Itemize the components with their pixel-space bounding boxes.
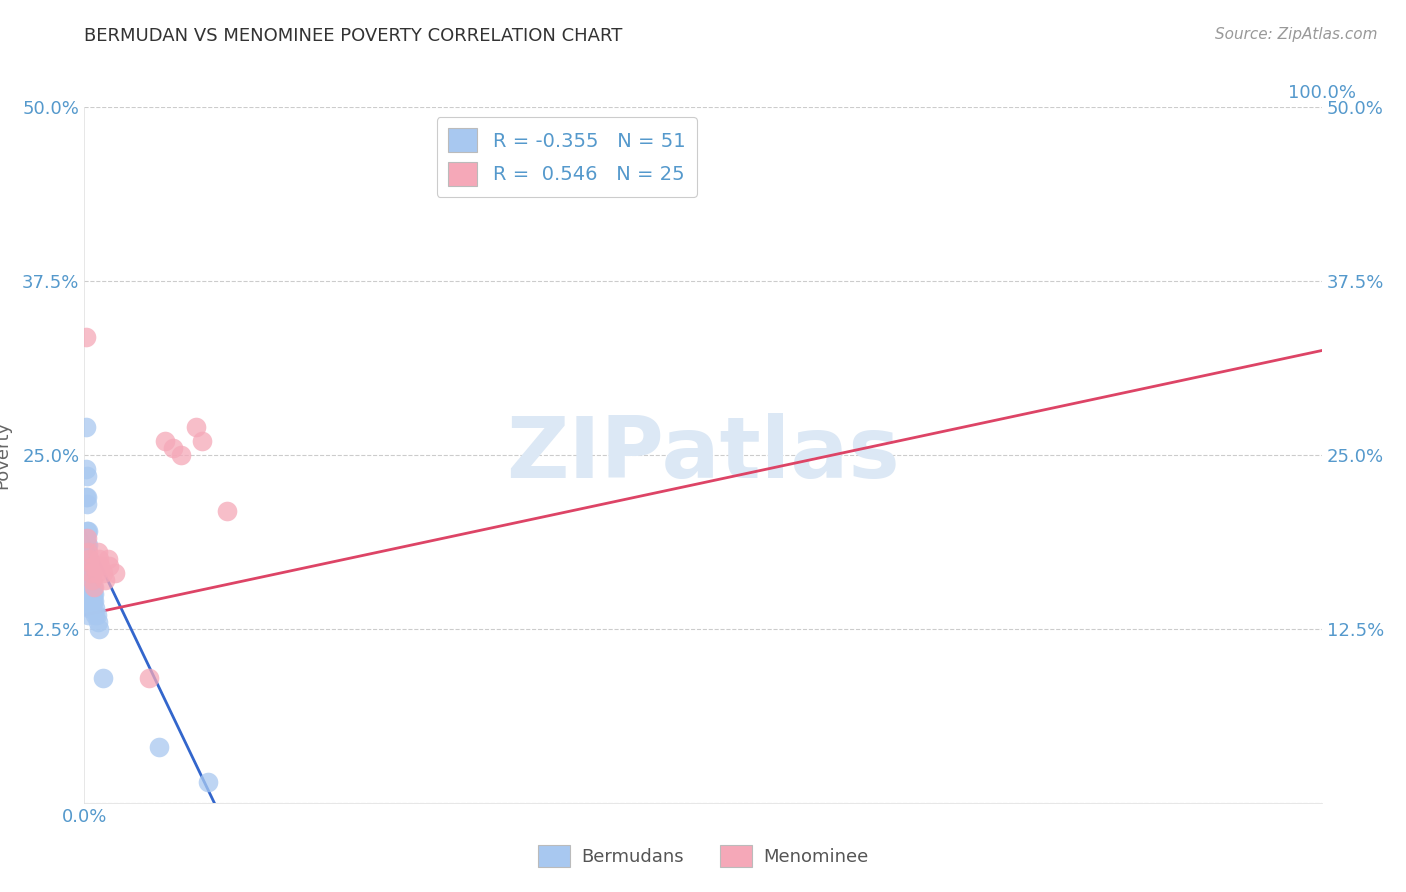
- Point: [84, 559, 107, 574]
- Point: [76, 559, 98, 574]
- Point: [76, 468, 98, 483]
- Point: [83, 594, 105, 608]
- Point: [77, 538, 100, 552]
- Point: [76, 524, 98, 539]
- Point: [89, 622, 111, 636]
- Point: [83, 580, 105, 594]
- Point: [86, 607, 108, 622]
- Point: [79, 580, 101, 594]
- Point: [76, 552, 98, 566]
- Text: Source: ZipAtlas.com: Source: ZipAtlas.com: [1215, 27, 1378, 42]
- Point: [153, 434, 176, 448]
- Point: [76, 580, 98, 594]
- Point: [80, 573, 103, 587]
- Point: [75, 532, 97, 546]
- Point: [148, 740, 170, 755]
- Point: [75, 490, 97, 504]
- Point: [77, 607, 100, 622]
- Point: [79, 566, 101, 581]
- Point: [79, 559, 101, 574]
- Point: [82, 587, 104, 601]
- Legend: R = -0.355   N = 51, R =  0.546   N = 25: R = -0.355 N = 51, R = 0.546 N = 25: [436, 117, 697, 197]
- Point: [80, 587, 103, 601]
- Point: [191, 434, 214, 448]
- Text: BERMUDAN VS MENOMINEE POVERTY CORRELATION CHART: BERMUDAN VS MENOMINEE POVERTY CORRELATIO…: [84, 27, 623, 45]
- Point: [79, 594, 101, 608]
- Point: [77, 594, 100, 608]
- Point: [80, 594, 103, 608]
- Point: [87, 615, 110, 629]
- Point: [77, 566, 100, 581]
- Point: [84, 601, 107, 615]
- Point: [79, 580, 101, 594]
- Point: [83, 587, 105, 601]
- Point: [215, 503, 238, 517]
- Point: [79, 552, 101, 566]
- Point: [98, 559, 121, 574]
- Point: [79, 573, 101, 587]
- Point: [77, 573, 100, 587]
- Point: [104, 566, 127, 581]
- Point: [75, 329, 97, 343]
- Point: [77, 524, 100, 539]
- Point: [82, 559, 104, 574]
- Point: [75, 462, 97, 476]
- Point: [89, 559, 111, 574]
- Point: [77, 580, 100, 594]
- Point: [79, 601, 101, 615]
- Point: [84, 607, 107, 622]
- Text: ZIPatlas: ZIPatlas: [506, 413, 900, 497]
- Point: [76, 532, 98, 546]
- Point: [80, 573, 103, 587]
- Point: [197, 775, 219, 789]
- Point: [138, 671, 160, 685]
- Point: [77, 552, 100, 566]
- Point: [79, 552, 101, 566]
- Point: [76, 538, 98, 552]
- Point: [79, 601, 101, 615]
- Point: [76, 490, 98, 504]
- Point: [87, 545, 110, 559]
- Point: [77, 587, 100, 601]
- Point: [94, 573, 117, 587]
- Point: [77, 545, 100, 559]
- Point: [75, 538, 97, 552]
- Point: [89, 552, 111, 566]
- Y-axis label: Poverty: Poverty: [0, 421, 11, 489]
- Point: [91, 671, 114, 685]
- Point: [170, 448, 193, 462]
- Point: [79, 566, 101, 581]
- Point: [91, 566, 114, 581]
- Legend: Bermudans, Menominee: Bermudans, Menominee: [530, 838, 876, 874]
- Point: [79, 566, 101, 581]
- Point: [162, 441, 184, 455]
- Point: [86, 566, 108, 581]
- Point: [82, 580, 104, 594]
- Point: [80, 580, 103, 594]
- Point: [97, 552, 120, 566]
- Point: [75, 420, 97, 434]
- Point: [82, 594, 104, 608]
- Point: [76, 573, 98, 587]
- Point: [79, 587, 101, 601]
- Point: [184, 420, 207, 434]
- Point: [76, 497, 98, 511]
